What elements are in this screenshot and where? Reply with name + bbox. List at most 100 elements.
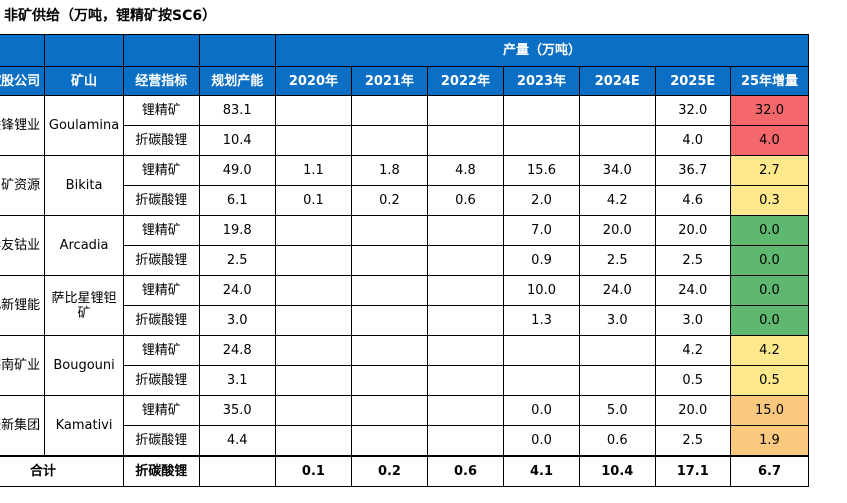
value-cell: 4.6 [654,185,732,216]
value-cell: 4.8 [426,155,505,186]
increment-cell: 15.0 [730,395,809,426]
value-cell [274,305,352,336]
value-cell: 0.6 [426,185,505,216]
company-cell: 中矿资源 [0,155,46,216]
total-indicator: 折碳酸锂 [122,455,200,487]
value-cell [350,245,428,276]
table-row: 折碳酸锂 6.1 0.1 0.2 0.6 2.0 4.2 4.6 0.3 [0,185,809,216]
value-cell [579,95,656,126]
value-cell: 7.0 [502,215,581,246]
table-row: 雅化新锂能萨比星锂钽矿锂精矿24.010.024.024.00.0 [0,275,809,336]
value-cell: 0.6 [579,425,656,457]
value-cell [426,365,505,396]
header-mine: 矿山 [44,66,124,96]
increment-cell: 1.9 [730,425,809,457]
total-value-cell: 17.1 [654,455,732,487]
total-value-cell: 6.7 [730,455,809,487]
value-cell: 20.0 [579,215,656,246]
value-cell: 20.0 [654,215,732,246]
value-cell: 3.0 [654,305,732,336]
value-cell [274,395,352,426]
value-cell [426,245,505,276]
capacity-cell: 2.5 [198,245,276,276]
page-title: 非矿供给（万吨，锂精矿按SC6） [4,8,217,24]
value-cell: 0.9 [502,245,581,276]
value-cell: 2.5 [654,245,732,276]
capacity-cell: 24.0 [198,275,276,306]
value-cell: 20.0 [654,395,732,426]
value-cell [274,425,352,457]
value-cell [350,365,428,396]
value-cell: 4.2 [579,185,656,216]
value-cell: 4.2 [654,335,732,366]
supply-table: 产量（万吨） 控股公司 矿山 经营指标 规划产能 2020年 2021年 202… [0,34,810,487]
value-cell: 5.0 [579,395,656,426]
value-cell [274,215,352,246]
capacity-cell: 4.4 [198,425,276,457]
indicator-cell: 锂精矿 [122,395,200,426]
value-cell: 4.0 [654,125,732,156]
value-cell: 2.0 [502,185,581,216]
mine-cell: Bougouni [44,335,124,396]
company-cell: 海南矿业 [0,335,46,396]
value-cell [350,335,428,366]
value-cell [426,335,505,366]
value-cell: 3.0 [579,305,656,336]
value-cell [502,365,581,396]
header-year-2022: 2022年 [426,66,505,96]
value-cell [350,395,428,426]
increment-cell: 0.0 [730,275,809,306]
value-cell [579,335,656,366]
capacity-cell: 3.0 [198,305,276,336]
company-cell: 雅化新锂能 [0,275,46,336]
value-cell: 0.0 [502,395,581,426]
header-blank-cell [44,34,124,67]
header-company: 控股公司 [0,66,46,96]
value-cell [274,275,352,306]
indicator-cell: 折碳酸锂 [122,125,200,156]
indicator-cell: 折碳酸锂 [122,245,200,276]
value-cell [350,275,428,306]
value-cell [274,365,352,396]
indicator-cell: 锂精矿 [122,215,200,246]
total-row: 合计 折碳酸锂 0.1 0.2 0.6 4.1 10.4 17.1 6.7 [0,455,809,487]
increment-cell: 0.5 [730,365,809,396]
value-cell [350,425,428,457]
value-cell [350,215,428,246]
total-value-cell: 4.1 [502,455,581,487]
header-indicator: 经营指标 [122,66,200,96]
value-cell [350,95,428,126]
value-cell: 24.0 [579,275,656,306]
increment-cell: 0.0 [730,305,809,336]
capacity-cell: 49.0 [198,155,276,186]
table-row: 中矿资源Bikita锂精矿49.01.11.84.815.634.036.72.… [0,155,809,216]
table-row: 华友钴业Arcadia锂精矿19.87.020.020.00.0 [0,215,809,276]
value-cell [426,275,505,306]
value-cell [274,245,352,276]
total-value-cell: 0.6 [426,455,505,487]
mine-cell: 萨比星锂钽矿 [44,275,124,336]
indicator-cell: 折碳酸锂 [122,185,200,216]
total-value-cell: 0.2 [350,455,428,487]
capacity-cell: 3.1 [198,365,276,396]
total-value-cell: 0.1 [274,455,352,487]
indicator-cell: 折碳酸锂 [122,425,200,457]
header-year-2024e: 2024E [579,66,656,96]
value-cell: 1.3 [502,305,581,336]
indicator-cell: 锂精矿 [122,275,200,306]
header-capacity: 规划产能 [198,66,276,96]
company-cell: 华友钴业 [0,215,46,276]
total-label: 合计 [0,455,124,487]
mine-cell: Bikita [44,155,124,216]
table-row: 盛新集团Kamativi锂精矿35.0 0.05.020.015.0 [0,395,809,457]
mine-cell: Arcadia [44,215,124,276]
header-production-group: 产量（万吨） [274,34,810,67]
increment-cell: 4.2 [730,335,809,366]
value-cell [426,305,505,336]
table-row: 折碳酸锂 2.5 0.9 2.5 2.5 0.0 [0,245,809,276]
value-cell: 0.5 [654,365,732,396]
value-cell [350,125,428,156]
table-row: 海南矿业Bougouni锂精矿24.8 4.24.2 [0,335,809,396]
value-cell [579,125,656,156]
header-row-1: 产量（万吨） [0,34,810,67]
